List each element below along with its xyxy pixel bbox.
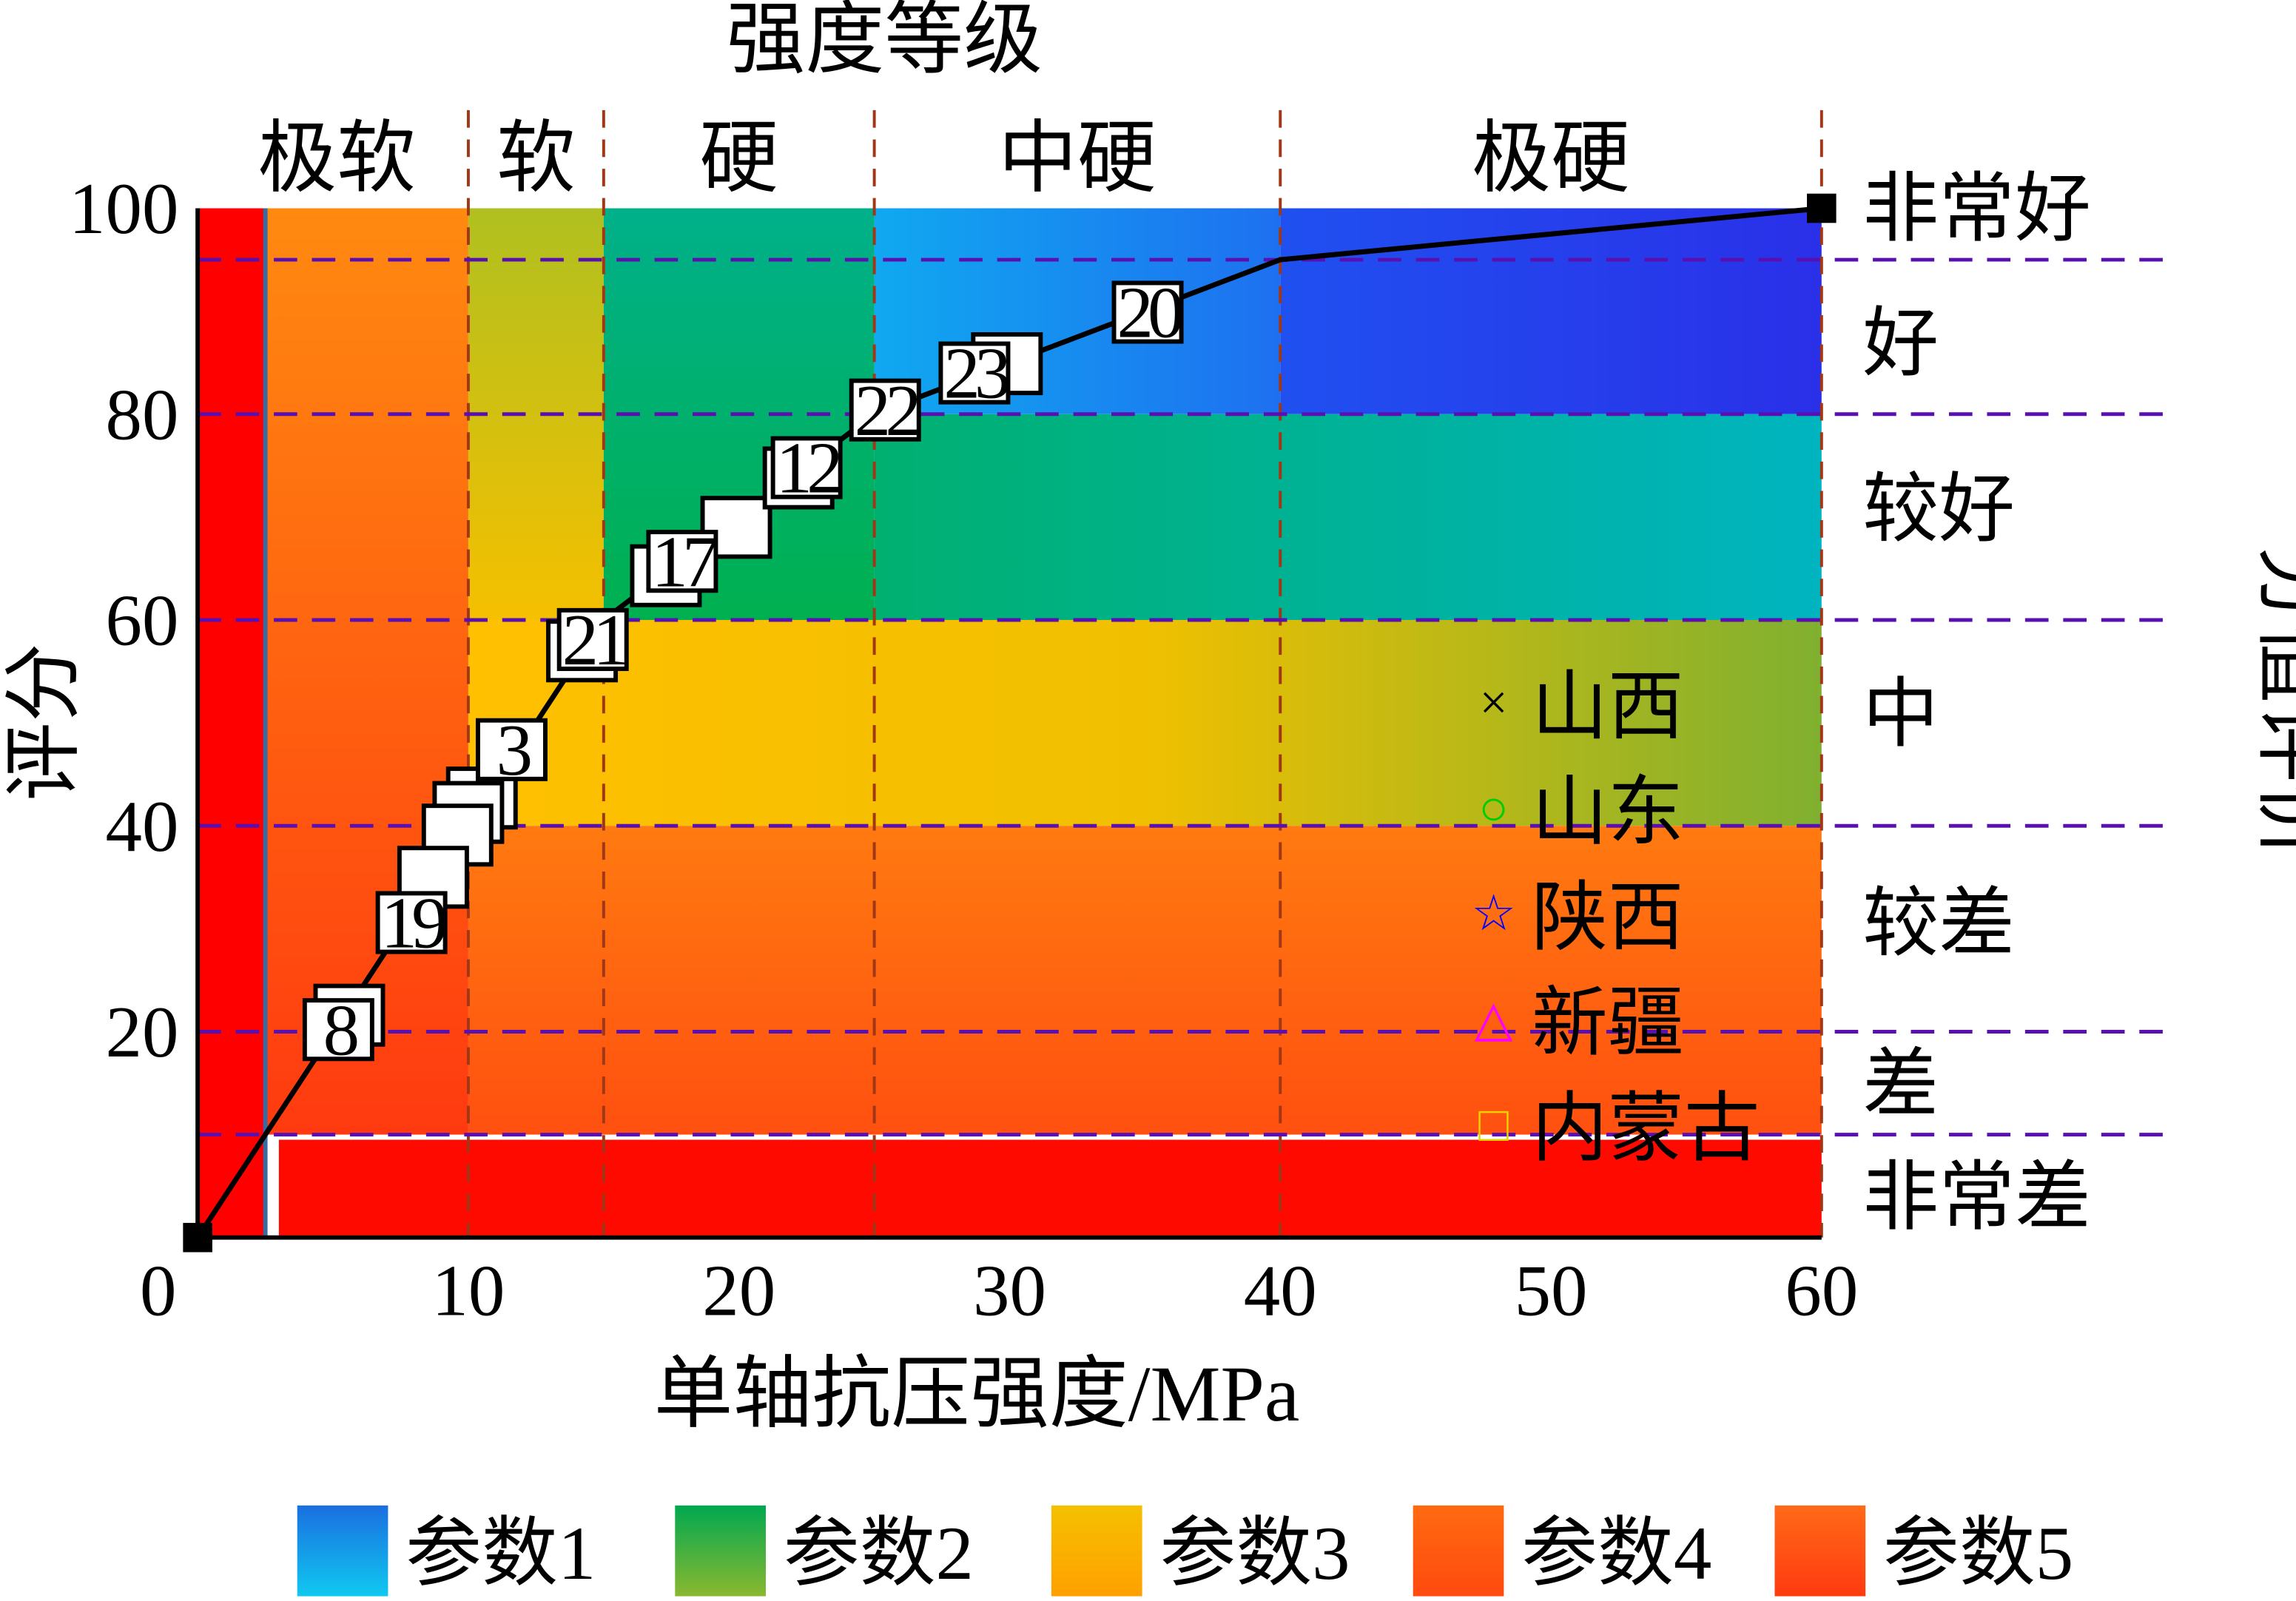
legend-swatch [297,1505,388,1597]
legend-label: 参数2 [784,1511,974,1596]
legend-swatch [1413,1505,1504,1597]
sample-marker [375,891,448,954]
grade-label: 非常好 [1862,167,2091,252]
x-tick-label: 60 [1785,1251,1858,1332]
sample-marker [302,998,374,1062]
y-tick-label: 60 [105,581,178,661]
sample-marker [556,607,629,671]
x-tick-label: 30 [973,1251,1046,1332]
x-tick-label: 10 [431,1251,505,1332]
sample-marker [1111,280,1184,344]
grade-label: 差 [1862,1043,1939,1128]
legend-label: 参数3 [1159,1511,1350,1596]
grade-label: 较好 [1862,468,2015,552]
grade-label: 非常差 [1862,1156,2091,1240]
grade-label: 较差 [1862,882,2015,966]
region-medium [468,619,1822,826]
x-axis-label: 单轴抗压强度/MPa [654,1351,1300,1438]
sample-label: 23 [943,334,1009,414]
sample-marker [770,436,843,499]
right-axis-label: 分值评价 [2249,545,2296,861]
curve-endpoint [1807,193,1837,223]
curve-endpoint [183,1222,212,1253]
x-tick-label: 0 [140,1251,176,1332]
legend-label: 参数1 [405,1511,596,1596]
legend-symbol-icon: △ [1475,991,1513,1047]
x-tick-label: 40 [1244,1251,1317,1332]
strength-class-label: 软 [496,115,576,203]
y-tick-label: 80 [105,374,178,455]
legend-label: 山西 [1532,665,1684,749]
y-tick-label: 20 [105,992,178,1073]
text-labels: 强度等级 单轴抗压强度/MPa 评分 分值评价 极软软 硬 中硬 极硬非常好好较好中较… [1,0,2296,1438]
sample-label: 21 [562,600,626,681]
region-very-hard-top [1280,208,1822,414]
sample-marker [938,341,1011,405]
sample-label: 22 [855,371,919,451]
sample-label: 12 [776,428,841,509]
y-tick-label: 40 [105,786,178,867]
legend-symbol-icon: □ [1478,1096,1509,1152]
region-legend: × 山西 ○ 山东 ☆ 陕西 △ 新疆 □ 内蒙古 [1471,665,1760,1171]
grade-label: 中 [1862,673,1939,757]
background-regions [198,208,1822,1238]
top-title: 强度等级 [727,0,1043,84]
legend-label: 陕西 [1532,876,1684,960]
region-poor [468,826,1822,1135]
strength-class-label: 极软 [257,115,416,203]
sample-label: 19 [381,883,446,964]
legend-swatch [1051,1505,1142,1597]
legend-label: 山东 [1532,770,1684,855]
legend-label: 新疆 [1532,981,1684,1065]
strength-class-label: 硬 [699,115,778,203]
sample-label: 20 [1117,273,1182,354]
sample-marker [849,378,921,442]
legend-swatch [675,1505,766,1597]
grade-label: 好 [1862,302,1939,386]
x-tick-label: 50 [1515,1251,1588,1332]
sample-label: 17 [651,522,717,602]
y-tick-label: 100 [69,169,178,249]
parameter-legend: 参数1 参数2 参数3 参数4 参数5 [297,1505,2073,1597]
sample-marker [646,530,718,593]
x-tick-label: 20 [702,1251,775,1332]
sample-label: 3 [496,710,531,791]
legend-swatch [1774,1505,1866,1597]
sample-label: 8 [323,990,357,1071]
legend-symbol-icon: ☆ [1471,886,1515,941]
strength-class-label: 中硬 [998,115,1157,203]
legend-label: 参数4 [1521,1511,1711,1596]
sample-marker [475,718,548,781]
y-axis-label: 评分 [1,643,88,801]
region-good [874,414,1822,620]
legend-symbol-icon: ○ [1478,781,1509,836]
region-medium-hard-top [874,208,1281,414]
region-very-poor [278,1139,1822,1238]
legend-label: 内蒙古 [1532,1087,1760,1171]
legend-label: 参数5 [1883,1511,2073,1596]
region-left-red [198,208,266,1238]
axes: 0 10 20 30 40 50 60 20 40 60 80 100 [69,169,1858,1331]
strength-class-label: 极硬 [1472,115,1630,203]
legend-symbol-icon: × [1480,675,1508,730]
